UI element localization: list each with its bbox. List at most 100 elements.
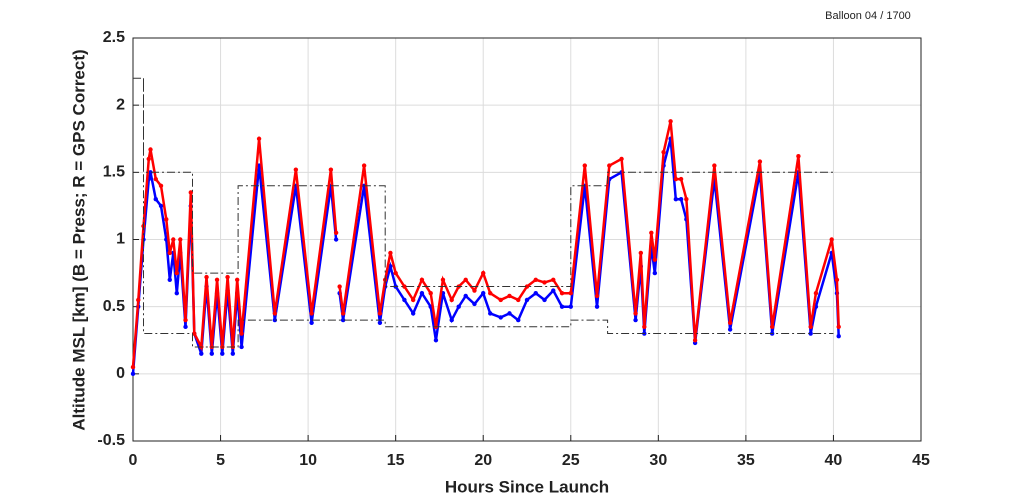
data-point [661,149,666,155]
data-point [234,277,240,282]
data-point [524,284,530,289]
data-point [619,156,624,162]
data-point [293,167,299,172]
x-tick-label: 25 [562,452,580,469]
data-point [524,297,530,303]
data-point [678,197,684,202]
y-tick-label: 2 [116,96,125,113]
x-tick-label: 0 [129,452,138,469]
x-tick-label: 10 [299,452,317,469]
data-point [642,324,647,330]
data-point [727,320,733,325]
data-point [808,324,813,330]
data-point [449,317,454,323]
data-point [309,311,314,316]
y-tick-label: 0 [116,365,125,382]
data-point [551,288,556,293]
data-point [410,311,416,316]
data-point [712,163,717,168]
data-point [796,154,801,159]
data-point [507,311,512,316]
data-point [225,274,230,280]
data-point [652,270,658,276]
data-point [167,277,172,282]
data-point [673,197,679,202]
data-point [419,277,425,282]
data-point [130,371,136,377]
data-point [214,277,220,282]
x-tick-label: 15 [387,452,405,469]
data-point [673,176,679,182]
data-point [183,324,188,330]
data-point [333,230,339,235]
data-point [757,159,763,164]
data-point [428,291,433,296]
data-point [836,334,841,339]
data-point [167,250,172,256]
data-point [220,351,225,356]
data-point [633,317,638,323]
data-point [148,170,153,175]
data-point [813,291,819,296]
data-point [678,176,684,182]
data-point [633,311,638,316]
y-axis-label: Altitude MSL [km] (B = Press; R = GPS Co… [69,49,88,430]
data-point [239,331,244,336]
x-tick-label: 45 [912,452,930,469]
data-point [551,277,556,282]
data-point [256,136,262,141]
y-tick-label: 1.5 [103,164,125,181]
data-point [834,277,840,282]
data-point [402,297,407,303]
y-tick-label: 0.5 [103,298,125,315]
data-point [272,317,278,323]
y-tick-label: -0.5 [97,432,125,449]
data-point [153,176,158,182]
data-point [692,338,698,343]
data-point [340,317,346,323]
data-point [178,237,183,242]
data-point [230,351,236,356]
data-point [393,270,398,276]
data-point [449,297,454,303]
data-point [183,317,188,323]
data-point [174,270,179,276]
data-point [456,304,461,309]
data-point [516,297,521,303]
data-point [153,197,158,202]
data-point [582,163,587,168]
data-point [309,320,314,325]
data-point [463,293,468,299]
data-point [507,293,512,299]
data-point [239,344,244,350]
data-point [488,311,493,316]
data-point [727,327,733,332]
data-point [829,237,834,242]
data-point [204,274,209,280]
data-point [638,250,644,256]
data-point [533,291,538,296]
x-tick-label: 40 [825,452,843,469]
data-point [559,304,565,309]
data-point [568,304,573,309]
data-point [559,291,565,296]
x-tick-label: 5 [216,452,225,469]
data-point [652,257,658,262]
data-point [594,304,600,309]
data-point [377,311,383,316]
x-tick-label: 20 [474,452,492,469]
data-point [333,237,339,242]
data-point [402,284,407,289]
data-point [440,277,446,282]
data-point [668,119,673,124]
data-point [164,217,169,222]
data-point [481,270,486,276]
data-point [488,291,493,296]
data-point [188,190,193,195]
data-point [649,230,654,235]
x-axis-label: Hours Since Launch [445,477,609,496]
data-point [472,301,477,307]
series-line [133,77,834,287]
data-point [388,264,393,269]
